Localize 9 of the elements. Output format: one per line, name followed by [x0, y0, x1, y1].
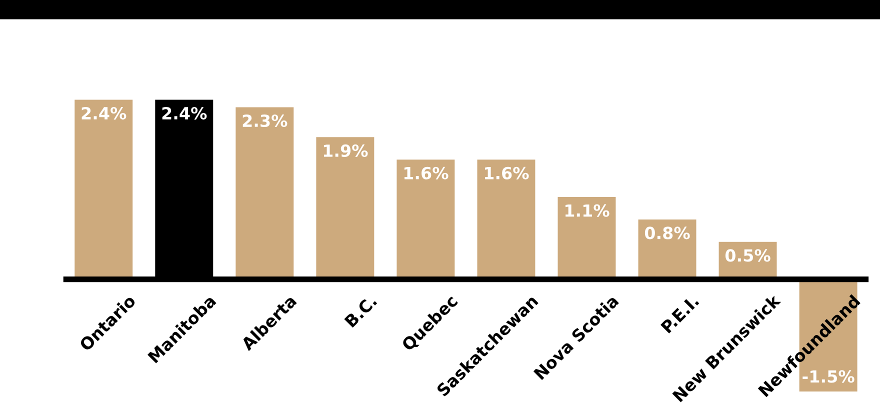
data-label: 2.4%	[82, 106, 126, 120]
data-label: 0.5%	[725, 249, 770, 262]
data-label: 1.9%	[324, 144, 368, 157]
data-label: 2.3%	[242, 114, 288, 128]
data-label: 0.8%	[644, 226, 690, 240]
data-label: 2.4%	[162, 106, 207, 120]
data-label: 1.1%	[566, 204, 610, 217]
data-label: 1.6%	[484, 166, 529, 180]
data-label: 1.6%	[404, 166, 448, 180]
